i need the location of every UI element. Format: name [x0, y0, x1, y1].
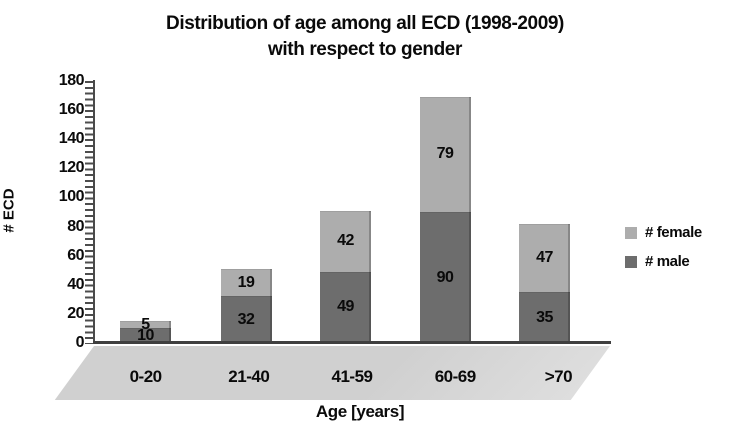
bar-value-label: 5: [141, 315, 150, 333]
x-category-label-21-40: 21-40: [228, 367, 270, 386]
bar-segment-female-60-69: 79: [419, 97, 471, 212]
x-category-label-0-20: 0-20: [129, 367, 163, 386]
legend-label-female: # female: [645, 224, 702, 241]
bar-segment-male-41-59: 49: [320, 271, 371, 343]
chart-title: Distribution of age among all ECD (1998-…: [85, 11, 645, 63]
y-tick-label-20: 20: [67, 304, 84, 322]
y-tick-label-0: 0: [75, 334, 85, 351]
bar-segment-female-0-20: 5: [120, 316, 171, 332]
y-axis-minor-ticks: [85, 81, 93, 344]
x-category-label-41-59: 41-59: [331, 367, 373, 386]
y-axis-title: # ECD: [0, 188, 18, 233]
bar-segment-female->70: 47: [519, 223, 570, 293]
bar-segment-male->70: 35: [519, 292, 570, 343]
legend-swatch-male: [625, 255, 637, 268]
x-category-label->70: >70: [544, 367, 573, 386]
bar-value-label: 79: [436, 145, 454, 163]
bar-segment-female-21-40: 19: [220, 268, 272, 297]
bar-value-label: 49: [337, 298, 354, 316]
bar-segment-female-41-59: 42: [320, 210, 371, 272]
legend-item-female: # female: [625, 224, 702, 241]
y-tick-label-100: 100: [58, 188, 85, 206]
x-axis-title: Age [years]: [315, 402, 405, 421]
y-tick-label-140: 140: [58, 130, 85, 148]
bar-value-label: 35: [536, 308, 553, 326]
legend-swatch-female: [625, 226, 637, 239]
bar-value-label: 90: [436, 268, 454, 286]
x-axis-line: [93, 341, 611, 344]
chart-title-line2: with respect to gender: [268, 39, 462, 60]
bar-segment-male-60-69: 90: [419, 212, 471, 343]
y-tick-label-180: 180: [58, 72, 85, 89]
bar-segment-male-21-40: 32: [220, 296, 272, 343]
legend-item-male: # male: [625, 253, 690, 270]
bar-value-label: 32: [237, 310, 255, 328]
y-tick-label-160: 160: [58, 101, 85, 119]
y-tick-label-60: 60: [67, 246, 84, 264]
legend-label-male: # male: [645, 253, 690, 270]
bar-value-label: 19: [237, 273, 255, 291]
y-tick-label-80: 80: [67, 217, 84, 235]
y-tick-label-120: 120: [58, 159, 85, 177]
bar-value-label: 10: [137, 326, 154, 344]
x-category-label-60-69: 60-69: [434, 367, 476, 386]
bar-segment-male-0-20: 10: [120, 326, 171, 344]
y-tick-label-40: 40: [67, 275, 84, 293]
bar-value-label: 47: [536, 248, 553, 266]
chart-title-line1: Distribution of age among all ECD (1998-…: [166, 13, 564, 34]
y-axis-line: [93, 80, 95, 344]
bar-value-label: 42: [337, 232, 354, 250]
